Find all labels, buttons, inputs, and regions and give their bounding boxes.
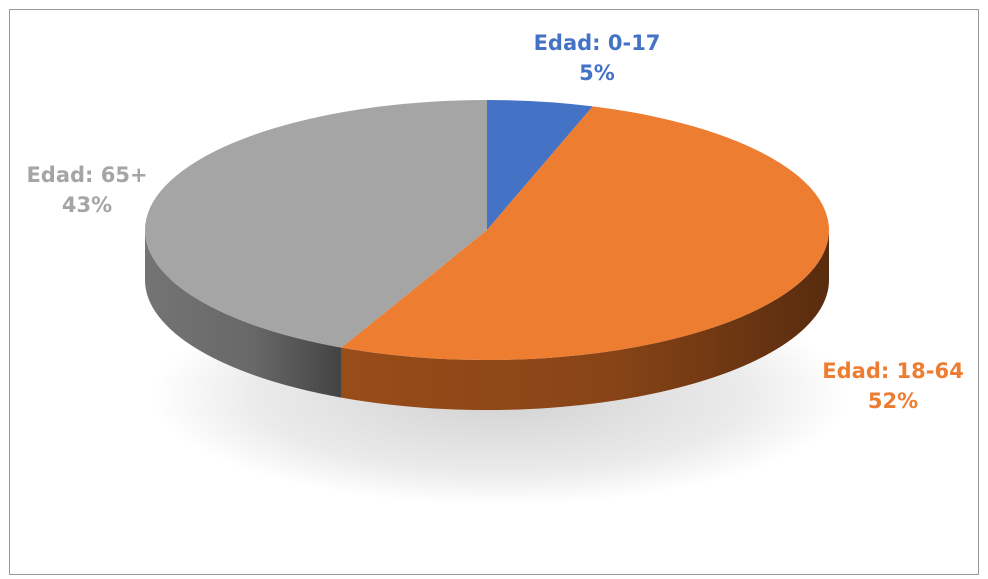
pie-side-shade-edad-18-64 xyxy=(341,230,829,411)
pie-slice-edad-65- xyxy=(145,100,487,348)
data-label-edad-18-64: Edad: 18-64 xyxy=(822,359,963,383)
pie-side-shade-edad-65- xyxy=(145,230,342,398)
data-label-edad-0-17: Edad: 0-17 xyxy=(534,31,661,55)
data-value-edad-0-17: 5% xyxy=(579,61,615,85)
data-value-edad-65-: 43% xyxy=(62,193,112,217)
pie-slice-edad-18-64 xyxy=(341,106,830,361)
pie-slice-edad-0-17 xyxy=(487,100,593,230)
data-label-edad-65-: Edad: 65+ xyxy=(26,163,147,187)
data-value-edad-18-64: 52% xyxy=(868,389,918,413)
